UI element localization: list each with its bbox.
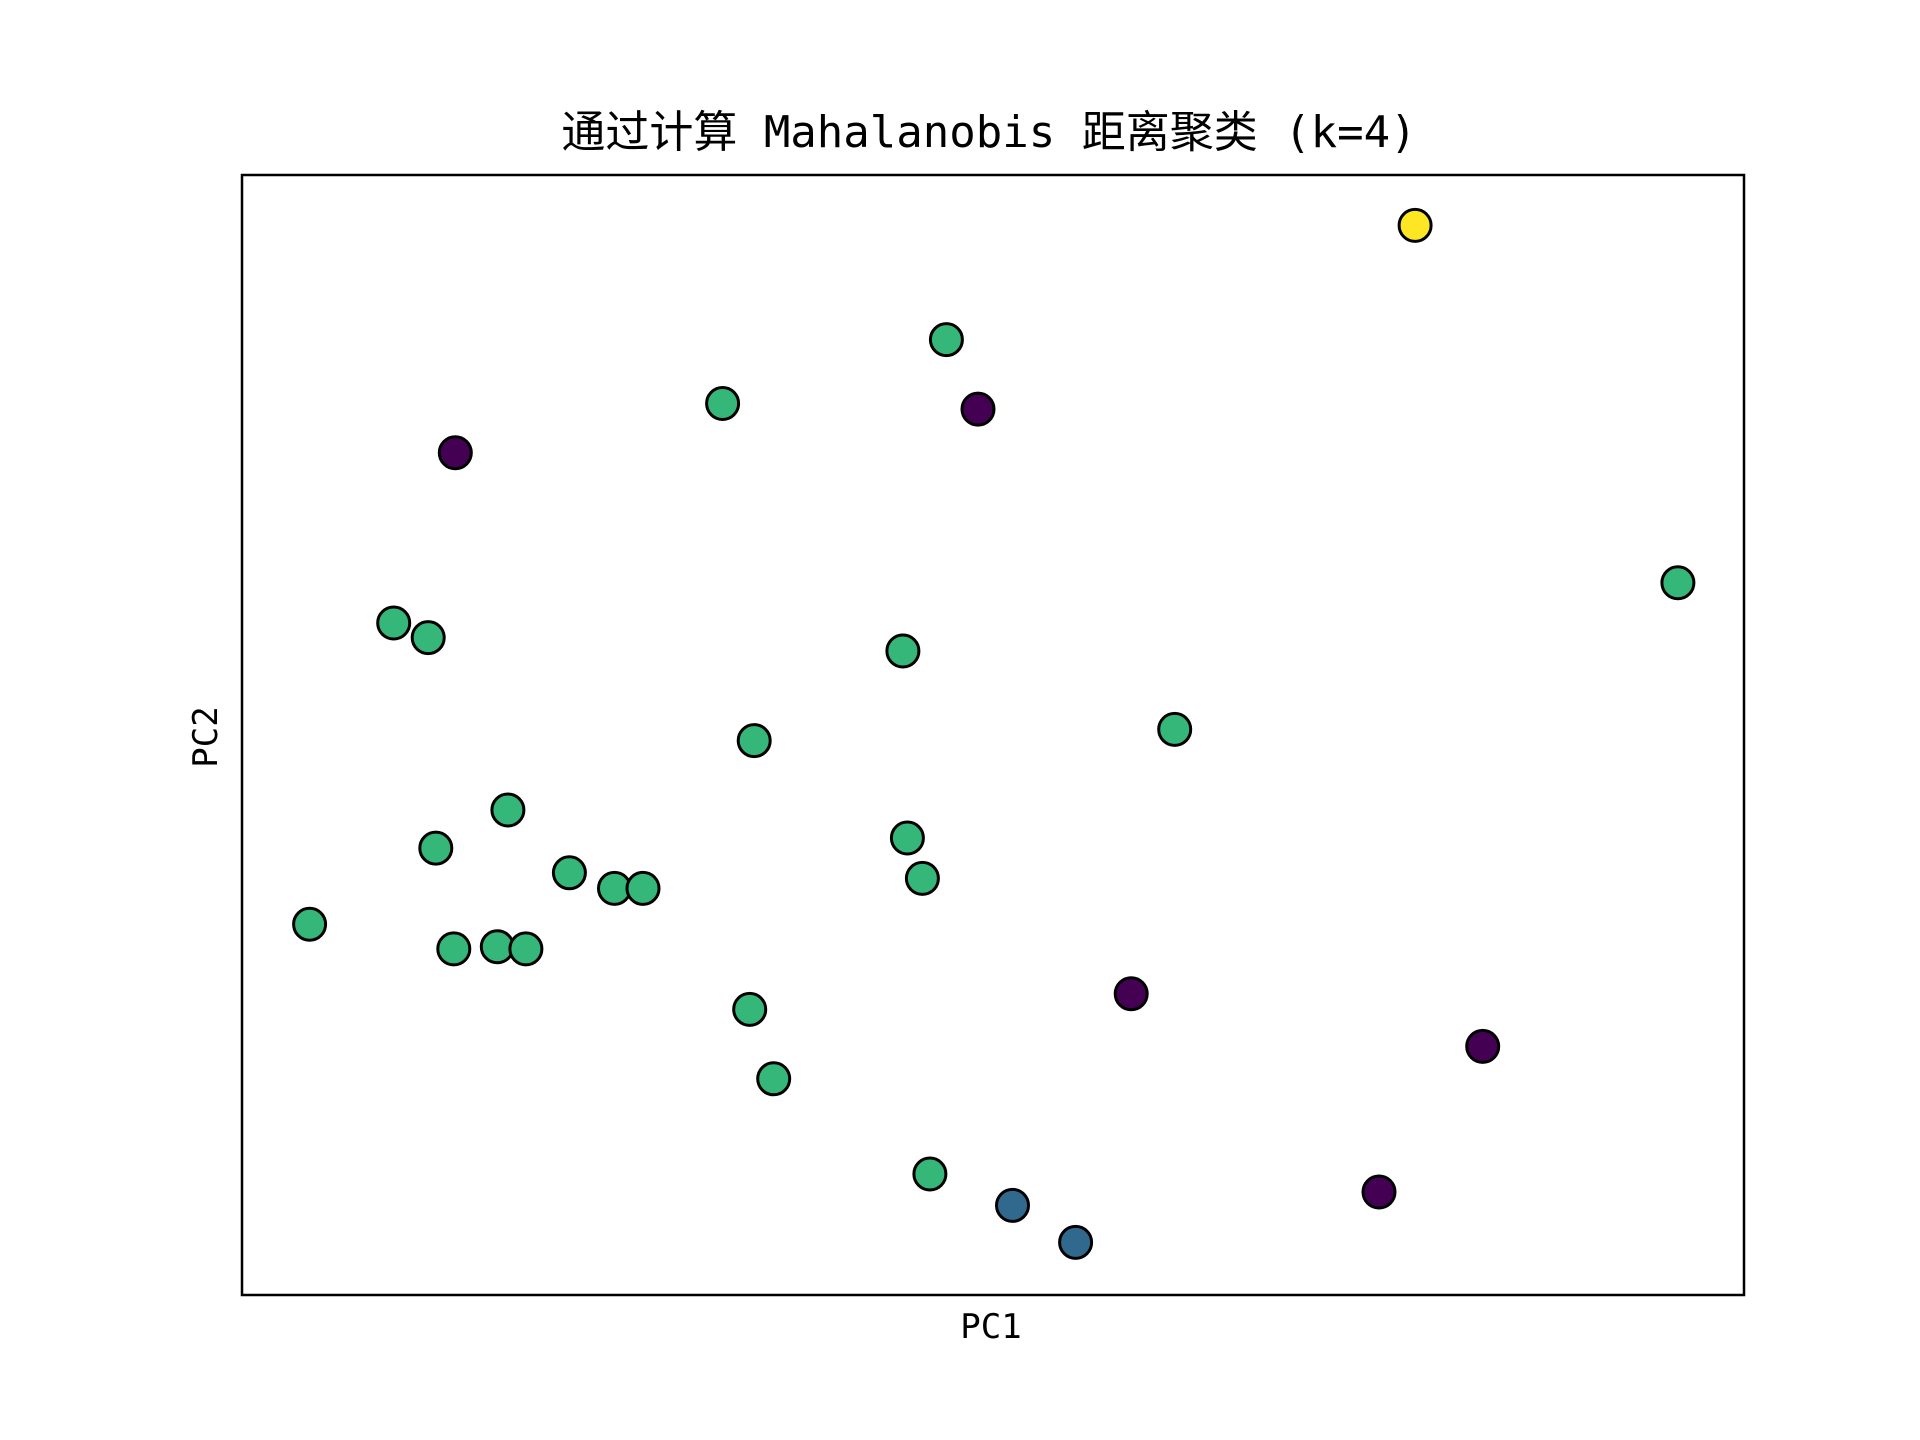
data-point-cluster-2 bbox=[756, 1061, 792, 1097]
data-point-cluster-2 bbox=[912, 1156, 948, 1192]
data-point-cluster-2 bbox=[551, 855, 587, 891]
data-point-cluster-0 bbox=[1361, 1174, 1397, 1210]
data-point-cluster-2 bbox=[736, 723, 772, 759]
data-point-cluster-2 bbox=[889, 820, 925, 856]
data-point-cluster-2 bbox=[436, 931, 472, 967]
data-point-cluster-2 bbox=[625, 870, 661, 906]
data-point-cluster-2 bbox=[904, 860, 940, 896]
data-point-cluster-2 bbox=[376, 605, 412, 641]
data-point-cluster-2 bbox=[410, 620, 446, 656]
data-point-cluster-2 bbox=[1660, 565, 1696, 601]
data-point-cluster-2 bbox=[418, 830, 454, 866]
x-axis-label: PC1 bbox=[960, 1307, 1021, 1347]
data-point-cluster-2 bbox=[885, 633, 921, 669]
data-point-cluster-2 bbox=[705, 386, 741, 421]
plot-area bbox=[240, 173, 1746, 1297]
data-point-cluster-0 bbox=[1465, 1028, 1501, 1064]
data-points bbox=[292, 207, 1696, 1260]
data-point-cluster-0 bbox=[1113, 976, 1149, 1012]
data-point-cluster-2 bbox=[732, 991, 768, 1027]
data-point-cluster-1 bbox=[995, 1187, 1030, 1223]
data-point-cluster-2 bbox=[508, 931, 544, 967]
chart-title: 通过计算 Mahalanobis 距离聚类 (k=4) bbox=[561, 107, 1416, 158]
y-axis-label: PC2 bbox=[186, 706, 226, 767]
data-point-cluster-0 bbox=[437, 435, 473, 471]
data-point-cluster-0 bbox=[960, 391, 996, 427]
data-point-cluster-1 bbox=[1058, 1224, 1094, 1260]
data-point-cluster-3 bbox=[1397, 207, 1433, 243]
data-point-cluster-2 bbox=[928, 322, 964, 358]
data-point-cluster-2 bbox=[479, 929, 515, 965]
data-point-cluster-2 bbox=[1157, 711, 1193, 747]
data-point-cluster-2 bbox=[490, 792, 526, 828]
data-point-cluster-2 bbox=[292, 906, 328, 942]
